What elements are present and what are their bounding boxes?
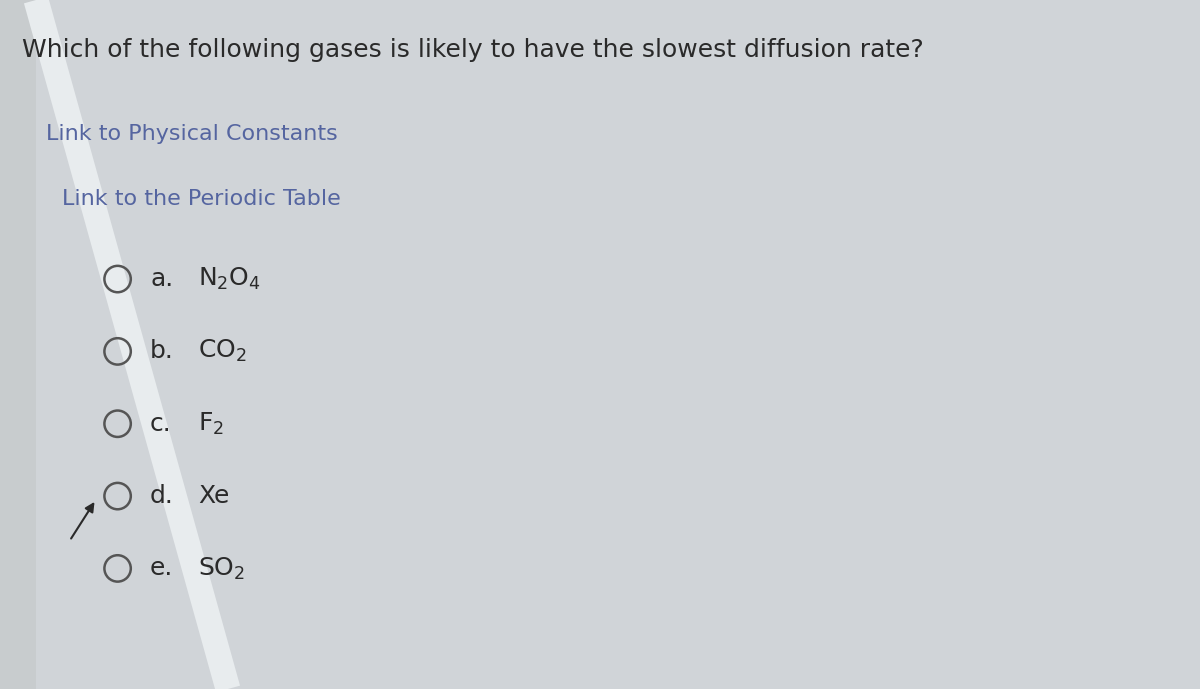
Text: Which of the following gases is likely to have the slowest diffusion rate?: Which of the following gases is likely t…: [22, 38, 923, 62]
FancyBboxPatch shape: [0, 0, 36, 689]
Text: e.: e.: [150, 557, 173, 580]
Text: a.: a.: [150, 267, 173, 291]
Text: SO$_2$: SO$_2$: [198, 555, 245, 582]
Text: Link to the Periodic Table: Link to the Periodic Table: [62, 189, 341, 209]
Text: Xe: Xe: [198, 484, 229, 508]
Text: b.: b.: [150, 340, 174, 363]
Text: c.: c.: [150, 412, 172, 435]
Text: CO$_2$: CO$_2$: [198, 338, 247, 364]
Text: Link to Physical Constants: Link to Physical Constants: [46, 124, 337, 144]
Text: N$_2$O$_4$: N$_2$O$_4$: [198, 266, 260, 292]
Text: d.: d.: [150, 484, 174, 508]
Text: F$_2$: F$_2$: [198, 411, 224, 437]
